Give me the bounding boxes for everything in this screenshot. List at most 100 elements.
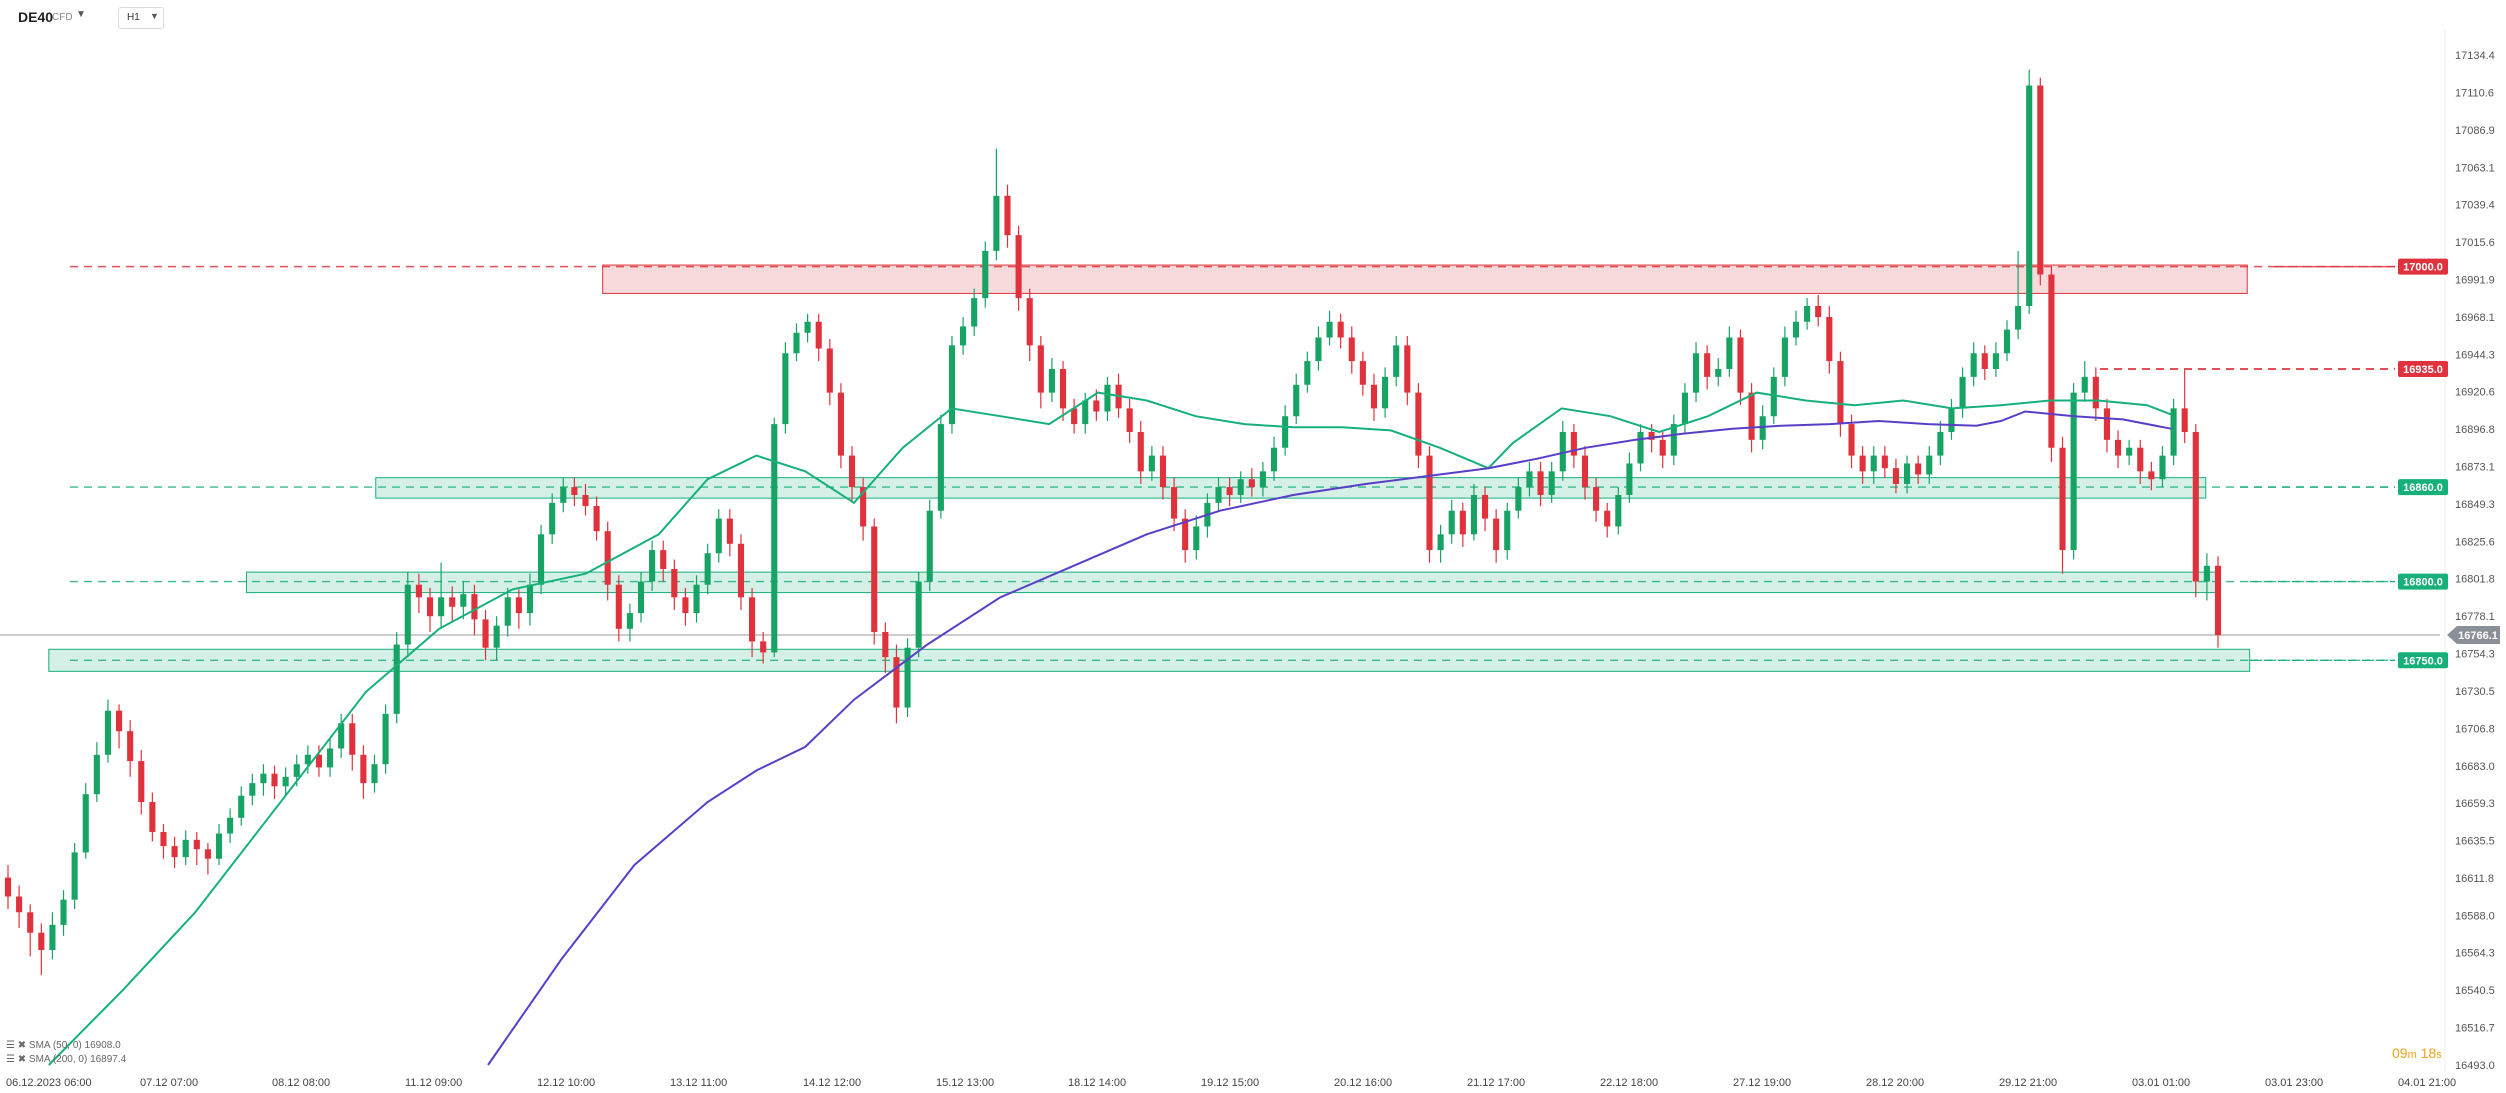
candle-body [1071,408,1078,425]
candle-body [1737,337,1744,393]
candle-body [904,647,911,708]
candle-body [682,597,689,614]
candle-body [538,534,545,585]
candle-body [460,594,467,607]
candle-body [1282,416,1289,448]
chevron-down-icon: ▼ [150,11,159,21]
candle-body [1481,494,1489,519]
legend-label: SMA (50, 0) [28,1040,82,1051]
candle-body [49,924,56,951]
instrument-symbol[interactable]: DE40 [18,9,54,25]
candle-body [227,817,234,834]
candle-body [737,543,745,598]
legend-row-sma50[interactable]: ☰ ✖ SMA (50, 0) 16908.0 [6,1040,121,1051]
x-tick-label: 06.12.2023 06:00 [6,1077,92,1089]
candle-body [549,502,556,535]
y-tick-label: 16588.0 [2455,910,2495,922]
x-tick-label: 29.12 21:00 [1999,1077,2057,1089]
candle-body [1692,353,1700,393]
candle-body [971,298,978,327]
candle-body [304,754,311,765]
candle-body [215,833,223,859]
y-tick-label: 16493.0 [2455,1060,2495,1072]
candle-body [1948,408,1955,432]
countdown-minutes: 09 [2392,1045,2408,1061]
candle-body [1715,368,1722,377]
candle-body [660,550,667,569]
candle-body [116,710,123,732]
candle-body [760,641,767,653]
candle-body [1981,353,1988,369]
candle-body [1526,471,1533,488]
candle-body [1704,353,1711,377]
indicator-settings-icon[interactable]: ☰ [6,1040,15,1051]
candle-body [960,326,967,346]
x-tick-label: 19.12 15:00 [1201,1077,1259,1089]
candle-body [1681,392,1688,425]
candle-body [271,773,278,787]
candle-body [160,831,167,847]
candle-body [338,723,345,749]
close-icon[interactable]: ✖ [17,1054,27,1065]
candle-body [2181,408,2188,432]
candle-body [1370,384,1378,409]
candle-body [1493,518,1500,551]
candle-body [726,518,733,544]
candle-body [415,584,422,598]
candle-body [1837,361,1844,425]
candle-body [1448,510,1455,535]
candle-body [615,584,622,629]
y-tick-label: 16896.8 [2455,424,2495,436]
chevron-down-icon[interactable]: ▼ [76,9,86,20]
y-tick-label: 16564.3 [2455,948,2495,960]
y-tick-label: 16778.1 [2455,611,2495,623]
candle-body [349,723,356,755]
candle-body [715,518,722,554]
y-tick-label: 16659.3 [2455,798,2495,810]
y-tick-label: 16706.8 [2455,723,2495,735]
candle-body [1148,455,1155,472]
candle-body [2081,376,2088,393]
close-icon[interactable]: ✖ [17,1040,27,1051]
candle-body [1926,455,1933,475]
y-tick-label: 17110.6 [2455,87,2494,99]
candle-body [149,802,156,832]
x-tick-label: 21.12 17:00 [1467,1077,1525,1089]
indicator-settings-icon[interactable]: ☰ [6,1054,15,1065]
timeframe-label: H1 [127,12,140,23]
candle-body [2192,431,2199,582]
candle-body [582,494,589,506]
candle-body [2070,392,2077,551]
candle-body [826,348,833,393]
candle-body [2214,565,2222,636]
legend-row-sma200[interactable]: ☰ ✖ SMA (200, 0) 16897.4 [6,1054,126,1065]
timeframe-select[interactable]: H1 ▼ [118,7,164,29]
candle-body [1337,321,1344,338]
candle-body [16,896,23,913]
y-tick-label: 16611.8 [2455,873,2494,885]
legend-value: 16908.0 [84,1040,121,1051]
candle-body [1970,353,1977,377]
candle-body [360,754,367,784]
candle-body [704,553,711,585]
candle-body [382,713,389,765]
candle-body [2015,306,2022,330]
candle-body [671,568,678,598]
candle-body [693,584,700,614]
candle-body [2092,376,2099,409]
candle-body [1082,400,1089,425]
y-tick-label: 17015.6 [2455,237,2495,249]
y-tick-label: 17086.9 [2455,125,2495,137]
x-tick-label: 04.01 21:00 [2398,1077,2456,1089]
candle-body [937,424,944,511]
candle-countdown: 09m 18s [2392,1045,2442,1061]
candle-body [1004,195,1011,236]
y-tick-label: 16730.5 [2455,686,2495,698]
x-tick-label: 18.12 14:00 [1068,1077,1126,1089]
candle-body [571,487,578,495]
price-level-label: 16800.0 [2403,577,2443,589]
candle-body [515,597,522,614]
candle-body [1959,376,1966,409]
candle-body [1826,317,1833,362]
